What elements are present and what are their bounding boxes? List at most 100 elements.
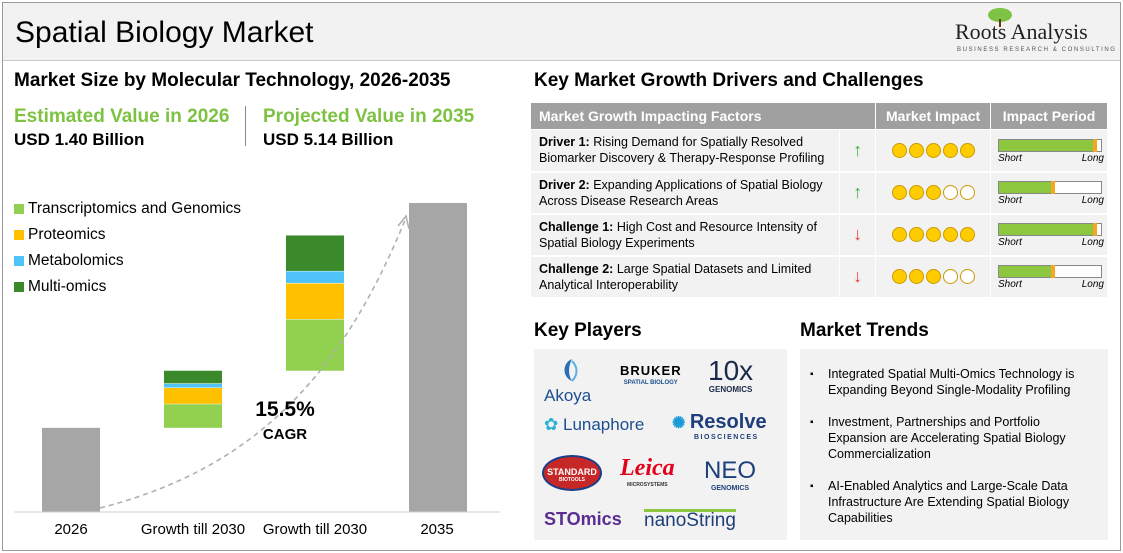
growth-arrow-icon: [397, 214, 410, 230]
bruker-sub: SPATIAL BIOLOGY: [623, 380, 678, 386]
period-bar: [997, 223, 1102, 236]
legend-item: Transcriptomics and Genomics: [14, 196, 241, 222]
leica-sub: MICROSYSTEMS: [627, 482, 668, 488]
up-arrow-icon: ↑: [853, 139, 863, 160]
legend-item: Proteomics: [14, 222, 241, 248]
header-impact: Market Impact: [875, 102, 991, 130]
period-cell: Short Long: [989, 213, 1109, 257]
segment-bar: [286, 235, 344, 271]
segment-bar: [286, 270, 344, 283]
impact-dot: [891, 269, 907, 285]
legend-item: Multi-omics: [14, 274, 241, 300]
driver-row: Driver 2: Expanding Applications of Spat…: [529, 171, 1109, 215]
segment-bar: [286, 319, 344, 371]
bruker-text: BRUKER: [620, 363, 682, 378]
impact-dot: [891, 142, 907, 158]
projected-value: USD 5.14 Billion: [263, 130, 394, 149]
resolve-text: Resolve: [689, 411, 767, 433]
driver-row: Challenge 1: High Cost and Resource Inte…: [529, 213, 1109, 257]
market-size-chart: [14, 203, 500, 513]
factor-text: Expanding Applications of Spatial Biolog…: [539, 177, 823, 208]
impact-dot: [942, 185, 958, 201]
10x-text: 10x: [708, 355, 754, 386]
direction-cell: ↓: [839, 255, 877, 299]
trends-panel: ▪ Integrated Spatial Multi-Omics Technolo…: [800, 349, 1108, 540]
impact-dot: [925, 142, 941, 158]
legend-swatch: [14, 256, 24, 266]
x-axis-label: Growth till 2030: [262, 521, 368, 538]
trends-title: Market Trends: [800, 320, 929, 341]
factor-text: High Cost and Resource Intensity of Spat…: [539, 219, 817, 250]
factor-text: Rising Demand for Spatially Resolved Bio…: [539, 135, 825, 166]
bullet-icon: ▪: [810, 417, 814, 428]
impact-cell: [875, 129, 991, 173]
neogenomics-logo: NEO GENOMICS: [704, 457, 756, 492]
lunaphore-logo: ✿ Lunaphore: [544, 415, 644, 435]
factor-tag: Challenge 2:: [539, 261, 614, 276]
legend-swatch: [14, 282, 24, 292]
trend-text: AI-Enabled Analytics and Large-Scale Dat…: [828, 479, 1070, 525]
trend-item: ▪ Integrated Spatial Multi-Omics Technolo…: [810, 366, 1100, 398]
segment-bar: [164, 403, 222, 428]
drivers-table: Market Growth Impacting Factors Market I…: [529, 102, 1109, 299]
factor-cell: Challenge 2: Large Spatial Datasets and …: [529, 255, 841, 299]
x-axis-label: 2026: [54, 521, 88, 538]
short-label: Short: [997, 279, 1022, 290]
segment-bar: [164, 387, 222, 404]
leica-text: Leica: [620, 455, 675, 481]
trend-item: ▪ Investment, Partnerships and Portfolio …: [810, 414, 1100, 462]
cagr-value: 15.5%: [255, 398, 315, 421]
table-header-row: Market Growth Impacting Factors Market I…: [529, 102, 1109, 130]
impact-dot: [908, 142, 924, 158]
segment-bar: [164, 383, 222, 388]
long-label: Long: [1081, 195, 1104, 206]
impact-dot: [925, 185, 941, 201]
10x-genomics-logo: 10x GENOMICS: [708, 355, 754, 395]
direction-cell: ↓: [839, 213, 877, 257]
akoya-swirl-icon: [564, 359, 578, 382]
segment-bar: [164, 370, 222, 384]
trend-item: ▪ AI-Enabled Analytics and Large-Scale Da…: [810, 478, 1100, 526]
logo-text: Roots Analysis: [955, 19, 1088, 44]
direction-cell: ↑: [839, 129, 877, 173]
impact-dot: [908, 227, 924, 243]
legend-label: Transcriptomics and Genomics: [28, 200, 242, 217]
bruker-logo: BRUKER SPATIAL BIOLOGY: [620, 363, 682, 386]
leica-logo: Leica MICROSYSTEMS: [620, 455, 675, 488]
standard-biotools-logo: STANDARD BIOTOOLS: [542, 455, 602, 491]
nanostring-logo: nanoString: [644, 509, 736, 531]
period-bar: [997, 265, 1102, 278]
impact-dot: [891, 227, 907, 243]
impact-cell: [875, 213, 991, 257]
driver-row: Driver 1: Rising Demand for Spatially Re…: [529, 129, 1109, 173]
impact-dot: [925, 269, 941, 285]
legend-swatch: [14, 230, 24, 240]
long-label: Long: [1081, 279, 1104, 290]
period-fill: [998, 224, 1097, 235]
trend-text: Integrated Spatial Multi-Omics Technolog…: [828, 367, 1075, 397]
header-period: Impact Period: [989, 102, 1109, 130]
down-arrow-icon: ↓: [853, 266, 863, 286]
impact-dot: [959, 227, 975, 243]
period-cell: Short Long: [989, 171, 1109, 215]
period-bar: [997, 181, 1102, 194]
period-marker: [1092, 138, 1097, 152]
down-arrow-icon: ↓: [853, 224, 863, 244]
x-axis-label: Growth till 2030: [140, 521, 246, 538]
short-label: Short: [997, 195, 1022, 206]
bullet-icon: ▪: [810, 481, 814, 492]
cagr-label: CAGR: [262, 426, 308, 443]
period-fill: [998, 182, 1056, 193]
period-labels: Short Long: [998, 279, 1104, 290]
period-marker: [1051, 181, 1056, 194]
period-marker: [1092, 223, 1097, 236]
short-label: Short: [997, 237, 1022, 248]
factor-cell: Driver 1: Rising Demand for Spatially Re…: [529, 129, 841, 173]
impact-dot: [891, 185, 907, 201]
akoya-text: Akoya: [544, 386, 592, 405]
lunaphore-text: Lunaphore: [562, 415, 645, 434]
logo-tagline: BUSINESS RESEARCH & CONSULTING: [957, 47, 1117, 53]
impact-dot: [942, 227, 958, 243]
factor-tag: Challenge 1:: [539, 219, 614, 234]
driver-row: Challenge 2: Large Spatial Datasets and …: [529, 255, 1109, 299]
